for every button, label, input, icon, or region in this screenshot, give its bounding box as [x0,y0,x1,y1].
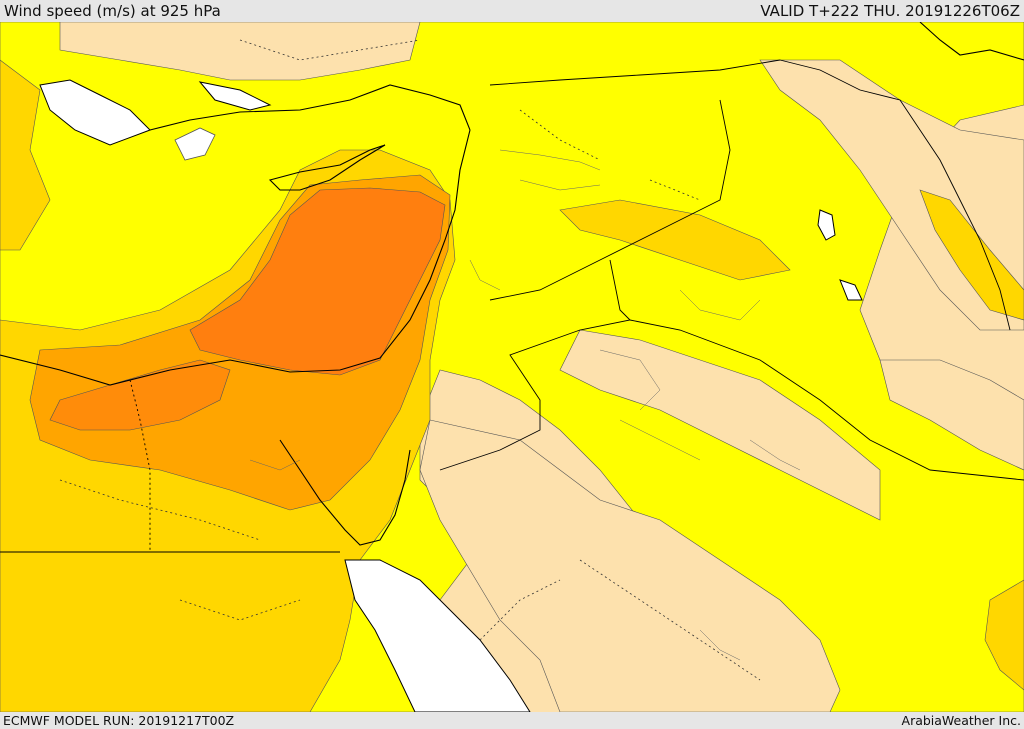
cyprus-gap [174,127,216,161]
border-saudi-iraq [629,319,1024,481]
border-egypt-libya [129,379,151,552]
gold-wind-syria-north [559,199,791,281]
border-jordan-saudi [439,259,631,471]
credit: ArabiaWeather Inc. [901,713,1021,728]
orange-wind-inner [49,359,231,431]
sinai-coast [279,439,411,546]
contour-lines [249,149,801,661]
caspian-shore [919,22,1024,61]
turkey-south-coast [149,84,471,131]
lake-gulf-north [839,279,863,301]
mediterranean-coast [0,129,471,386]
light-wind-syria [559,329,881,521]
orange-wind-core [189,187,446,376]
model-run: ECMWF MODEL RUN: 20191217T00Z [3,713,235,728]
light-wind-gulf [879,359,1024,471]
gold-wind-red-sea [984,579,1024,691]
sea-of-marmara [198,81,272,111]
light-wind-arabia [419,419,841,712]
red-sea [344,559,531,712]
map-footer: ECMWF MODEL RUN: 20191217T00Z ArabiaWeat… [0,712,1024,729]
cyprus-outline [268,144,386,191]
light-wind-turkey [59,22,421,81]
border-iran-iraq [779,59,1011,331]
map-title: Wind speed (m/s) at 925 hPa [4,2,221,20]
valid-time: VALID T+222 THU. 20191226T06Z [760,2,1020,20]
gold-wind-aegean [0,59,51,251]
border-iraq-syria [489,59,781,86]
internal-borders [59,39,761,681]
border-syria-iraq-west [489,99,731,301]
wind-speed-map [0,22,1024,712]
dead-sea [817,209,836,241]
gold-wind-iran-coast [919,189,1024,321]
map-header: Wind speed (m/s) at 925 hPa VALID T+222 … [0,0,1024,22]
